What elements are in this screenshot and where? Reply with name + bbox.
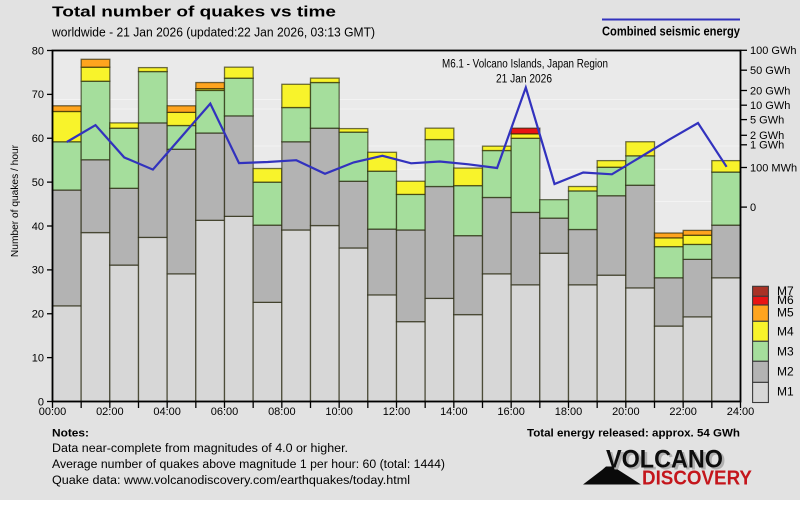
svg-text:M4: M4	[777, 325, 794, 339]
svg-text:1 GWh: 1 GWh	[750, 140, 784, 152]
svg-text:Combined seismic energy: Combined seismic energy	[602, 25, 740, 39]
svg-text:30: 30	[32, 265, 44, 277]
svg-text:100 GWh: 100 GWh	[750, 45, 796, 57]
svg-text:5 GWh: 5 GWh	[750, 114, 784, 126]
svg-text:70: 70	[32, 89, 44, 101]
svg-text:10 GWh: 10 GWh	[750, 100, 790, 112]
svg-text:40: 40	[32, 221, 44, 233]
svg-text:M6.1 - Volcano Islands, Japan: M6.1 - Volcano Islands, Japan Region	[442, 59, 608, 71]
svg-text:24:00: 24:00	[727, 406, 755, 418]
svg-text:04:00: 04:00	[153, 406, 181, 418]
svg-text:Total energy released: approx.: Total energy released: approx. 54 GWh	[527, 428, 740, 440]
svg-text:M2: M2	[777, 365, 794, 379]
svg-text:DISCOVERY: DISCOVERY	[642, 467, 752, 490]
svg-text:14:00: 14:00	[440, 406, 468, 418]
svg-text:16:00: 16:00	[497, 406, 525, 418]
svg-text:VOLCANO: VOLCANO	[606, 446, 723, 474]
svg-text:20 GWh: 20 GWh	[750, 85, 790, 97]
svg-text:M7: M7	[777, 284, 794, 298]
svg-text:22:00: 22:00	[669, 406, 697, 418]
svg-text:50 GWh: 50 GWh	[750, 65, 790, 77]
svg-text:0: 0	[38, 396, 44, 408]
svg-text:02:00: 02:00	[96, 406, 124, 418]
svg-text:20: 20	[32, 309, 44, 321]
svg-text:12:00: 12:00	[383, 406, 411, 418]
svg-text:10:00: 10:00	[325, 406, 353, 418]
svg-text:M5: M5	[777, 306, 794, 320]
svg-text:Average number of quakes above: Average number of quakes above magnitude…	[52, 459, 445, 471]
svg-text:18:00: 18:00	[555, 406, 583, 418]
svg-text:80: 80	[32, 45, 44, 57]
svg-text:60: 60	[32, 133, 44, 145]
svg-text:worldwide - 21 Jan 2026 (updat: worldwide - 21 Jan 2026 (updated:22 Jan …	[51, 26, 375, 40]
svg-text:2 GWh: 2 GWh	[750, 130, 784, 142]
svg-text:M6: M6	[777, 293, 794, 307]
svg-text:21 Jan 2026: 21 Jan 2026	[496, 74, 552, 86]
svg-text:Number of quakes / hour: Number of quakes / hour	[10, 144, 21, 257]
svg-text:VOLCANO: VOLCANO	[609, 448, 726, 476]
svg-text:08:00: 08:00	[268, 406, 296, 418]
svg-text:Data near-complete from magnit: Data near-complete from magnitudes of 4.…	[52, 443, 348, 455]
svg-text:Notes:: Notes:	[52, 428, 89, 440]
svg-text:Total number of quakes vs time: Total number of quakes vs time	[52, 5, 336, 21]
svg-text:10: 10	[32, 352, 44, 364]
svg-text:20:00: 20:00	[612, 406, 640, 418]
svg-text:50: 50	[32, 177, 44, 189]
svg-text:M3: M3	[777, 345, 794, 359]
svg-text:Quake data: www.volcanodiscove: Quake data: www.volcanodiscovery.com/ear…	[52, 475, 410, 487]
svg-text:00:00: 00:00	[39, 406, 67, 418]
svg-text:M1: M1	[777, 385, 794, 399]
svg-text:0: 0	[750, 202, 756, 214]
svg-text:06:00: 06:00	[211, 406, 239, 418]
svg-text:100 MWh: 100 MWh	[750, 162, 797, 174]
